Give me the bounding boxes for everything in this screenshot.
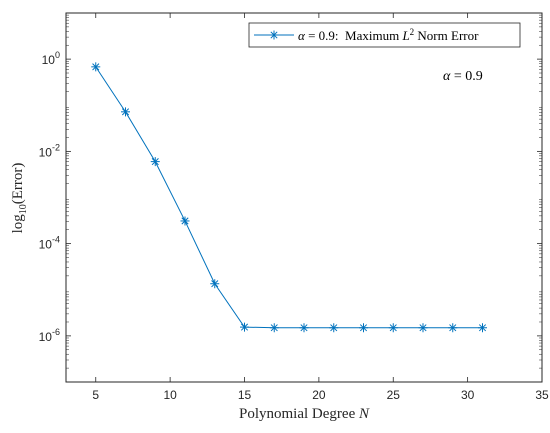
y-axis-label-post: (Error) (10, 163, 26, 205)
legend: α = 0.9: Maximum L2 Norm Error (248, 22, 521, 48)
legend-alpha: α (298, 28, 306, 43)
x-tick-label-4: 25 (387, 388, 401, 402)
alpha-annotation: α = 0.9 (443, 69, 483, 84)
legend-eq-value: = 0.9: Maximum (305, 28, 403, 43)
x-axis-label-var: N (358, 406, 370, 422)
x-tick-label-2: 15 (238, 388, 252, 402)
data-point-0-7 (299, 323, 309, 333)
annotation-value: = 0.9 (450, 69, 482, 84)
data-point-stroke-d2 (270, 324, 278, 332)
data-point-0-6 (269, 323, 279, 333)
y-tick-label-base-2: 10 (39, 238, 53, 252)
y-axis-label: log10(Error) (10, 163, 29, 234)
legend-marker (269, 30, 279, 40)
series-layer (91, 62, 487, 333)
y-axis-label-sub: 10 (18, 204, 29, 214)
y-tick-label-exp-1: -2 (52, 142, 60, 152)
data-point-0-12 (448, 323, 458, 333)
data-point-0-2 (150, 157, 160, 167)
data-point-0-8 (329, 323, 339, 333)
data-point-stroke-d2 (300, 324, 308, 332)
y-tick-label-base-1: 10 (39, 145, 53, 159)
x-tick-label-6: 35 (535, 388, 549, 402)
data-point-stroke-d2 (211, 280, 219, 288)
data-point-stroke-d2 (478, 324, 487, 332)
data-point-stroke-d2 (151, 158, 159, 166)
data-point-0-13 (478, 323, 487, 333)
data-point-0-11 (418, 323, 428, 333)
legend-tail: Norm Error (414, 28, 479, 43)
data-point-0-0 (91, 62, 101, 72)
x-tick-label-5: 30 (461, 388, 475, 402)
data-point-stroke-d2 (359, 324, 368, 332)
y-tick-label-exp-0: 0 (55, 50, 60, 60)
data-point-0-9 (359, 323, 368, 333)
data-point-0-5 (240, 322, 249, 332)
legend-norm-var: L (401, 28, 409, 43)
data-point-stroke-d2 (121, 108, 130, 116)
data-point-stroke-d2 (449, 324, 457, 332)
x-axis-ticks: 5 10 15 20 25 30 35 (92, 13, 549, 402)
x-tick-label-3: 20 (312, 388, 326, 402)
y-tick-label-base-3: 10 (39, 330, 53, 344)
plot-area (65, 12, 543, 383)
data-point-0-3 (180, 216, 190, 226)
data-point-stroke-d2 (330, 324, 338, 332)
y-tick-label-base-0: 10 (42, 53, 56, 67)
data-point-stroke-d2 (419, 324, 427, 332)
data-point-0-4 (210, 279, 220, 289)
x-axis-label-main: Polynomial Degree (239, 406, 359, 422)
y-tick-label-3: 10-6 (39, 327, 60, 344)
annotation-alpha: α (443, 69, 451, 84)
data-point-stroke-d2 (240, 323, 249, 331)
data-point-stroke-d2 (92, 63, 100, 71)
legend-box (248, 22, 521, 48)
data-point-0-10 (388, 323, 398, 333)
y-tick-label-0: 100 (42, 50, 60, 67)
series-line-0 (95, 66, 483, 329)
y-axis-label-pre: log (10, 214, 26, 234)
data-point-stroke-d2 (181, 217, 189, 225)
y-tick-label-exp-3: -6 (52, 327, 60, 337)
legend-norm-exp: 2 (410, 27, 415, 37)
y-tick-label-1: 10-2 (39, 142, 60, 159)
y-tick-label-exp-2: -4 (52, 235, 60, 245)
data-point-0-1 (121, 107, 130, 117)
x-tick-label-1: 10 (163, 388, 177, 402)
x-axis-label: Polynomial Degree N (239, 406, 370, 422)
data-point-stroke-d2 (389, 324, 397, 332)
x-tick-label-0: 5 (92, 388, 99, 402)
y-tick-label-2: 10-4 (39, 235, 60, 252)
legend-label: α = 0.9: Maximum L2 Norm Error (298, 27, 479, 43)
